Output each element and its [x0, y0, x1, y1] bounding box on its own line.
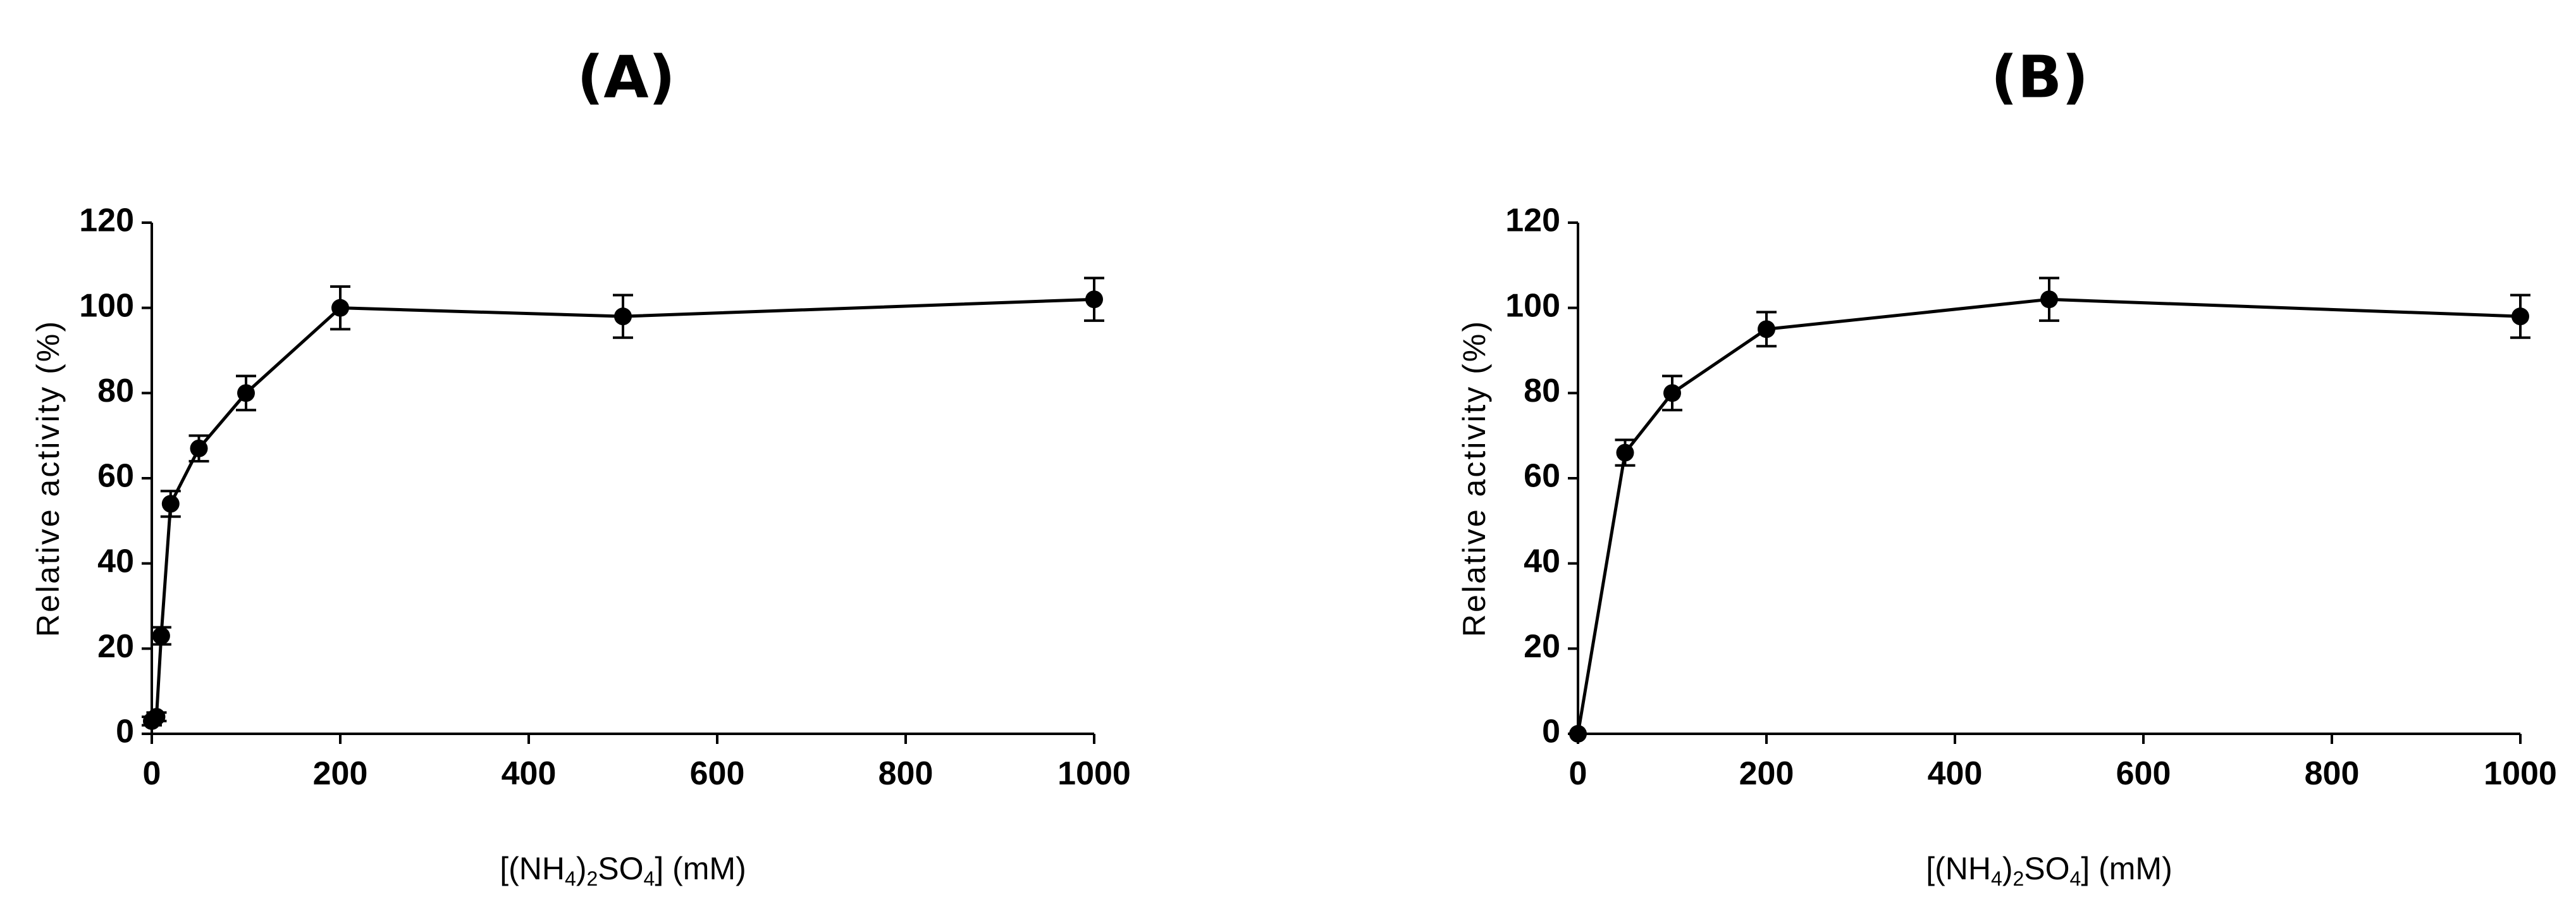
y-tick-label: 100 — [79, 287, 134, 324]
y-tick-label: 20 — [97, 628, 134, 665]
y-tick-label: 100 — [1505, 287, 1560, 324]
data-point — [1758, 320, 1775, 338]
y-tick-label: 80 — [1524, 373, 1560, 409]
x-axis-label-part: 4 — [2070, 867, 2081, 890]
y-tick-label: 20 — [1524, 628, 1560, 665]
x-tick-label: 400 — [1928, 755, 1983, 792]
x-axis-label: [(NH4)2SO4] (mM) — [1926, 851, 2172, 890]
y-tick-label: 60 — [1524, 458, 1560, 495]
y-axis-label: Relative activity (%) — [1457, 319, 1492, 637]
x-axis-label-part: ] (mM) — [655, 851, 746, 886]
x-axis-label-part: [(NH — [1926, 851, 1991, 886]
x-tick-label: 0 — [1569, 755, 1587, 792]
x-axis-label-part: SO — [2024, 851, 2069, 886]
x-tick-label: 200 — [1739, 755, 1794, 792]
x-axis-label-part: ) — [576, 851, 587, 886]
data-point — [190, 439, 208, 457]
y-axis-label: Relative activity (%) — [30, 319, 66, 637]
x-tick-label: 200 — [313, 755, 368, 792]
data-point — [614, 307, 632, 326]
x-tick-label: 800 — [878, 755, 934, 792]
x-tick-label: 800 — [2305, 755, 2360, 792]
x-axis-label: [(NH4)2SO4] (mM) — [500, 851, 746, 890]
chart-panel-b: (B) 0 20 40 60 80 100 120 0 200 400 600 800 1000 Relat… — [1457, 43, 2557, 890]
x-axis-label-part: 2 — [586, 867, 598, 890]
x-axis-label-part: 2 — [2012, 867, 2024, 890]
y-tick-label: 0 — [116, 714, 134, 750]
data-point — [152, 627, 170, 645]
data-point — [2511, 307, 2529, 326]
x-axis-label-part: 4 — [644, 867, 655, 890]
y-tick-label: 0 — [1542, 714, 1560, 750]
data-point — [1569, 725, 1587, 743]
chart-title-b: (B) — [1991, 43, 2088, 111]
x-tick-label: 1000 — [2484, 755, 2557, 792]
y-tick-label: 120 — [1505, 202, 1560, 239]
data-point — [237, 384, 255, 402]
chart-panel-a: (A) 0 20 40 60 80 100 120 0 200 400 600 800 1000 Relat… — [30, 43, 1131, 890]
y-tick-label: 60 — [97, 458, 134, 495]
data-point — [161, 495, 180, 513]
data-point — [331, 299, 349, 317]
x-axis-label-part: SO — [598, 851, 643, 886]
chart-title-a: (A) — [577, 43, 675, 111]
y-tick-label: 40 — [97, 543, 134, 579]
x-axis-label-part: ] (mM) — [2081, 851, 2172, 886]
y-tick-label: 120 — [79, 202, 134, 239]
y-tick-label: 40 — [1524, 543, 1560, 579]
x-tick-label: 600 — [2116, 755, 2171, 792]
x-axis-label-part: [(NH — [500, 851, 565, 886]
x-tick-label: 600 — [690, 755, 745, 792]
data-point — [1616, 443, 1634, 462]
x-tick-label: 1000 — [1057, 755, 1131, 792]
x-axis-label-part: ) — [2002, 851, 2013, 886]
data-point — [147, 708, 166, 726]
x-axis-label-part: 4 — [565, 867, 576, 890]
series-line — [1576, 297, 2521, 734]
data-point — [2040, 290, 2058, 309]
y-tick-label: 80 — [97, 373, 134, 409]
x-axis-label-part: 4 — [1991, 867, 2002, 890]
x-tick-label: 0 — [143, 755, 161, 792]
x-tick-label: 400 — [502, 755, 557, 792]
series-line — [151, 297, 1095, 722]
data-point — [1663, 384, 1681, 402]
data-point — [1085, 290, 1103, 309]
